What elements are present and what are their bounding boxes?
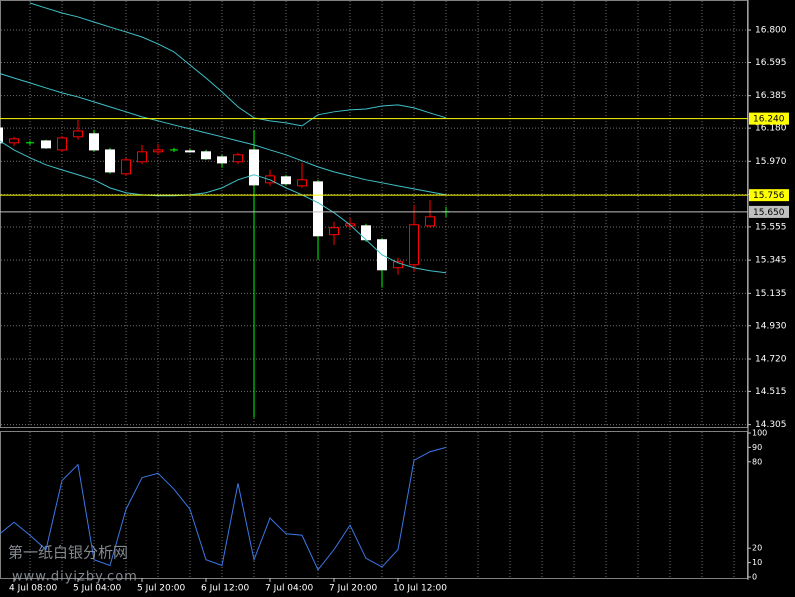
candle-body — [0, 127, 3, 144]
x-tick-label: 10 Jul 12:00 — [393, 584, 447, 594]
y-tick-label: 14.305 — [755, 420, 787, 430]
y-tick-label: 10 — [752, 558, 762, 567]
candle-body — [313, 181, 323, 237]
x-tick-label: 4 Jul 08:00 — [9, 584, 58, 594]
y-tick-label: 16.180 — [755, 124, 787, 134]
y-tick-label: 14.930 — [755, 321, 787, 331]
candle-body — [425, 216, 435, 227]
price-label: 15.650 — [753, 208, 785, 218]
x-tick-label: 5 Jul 04:00 — [73, 584, 122, 594]
candle-body — [73, 130, 83, 138]
y-tick-label: 16.800 — [755, 26, 787, 36]
candle-body — [9, 138, 19, 144]
y-tick-label: 20 — [752, 544, 762, 553]
x-tick-label: 7 Jul 20:00 — [329, 584, 378, 594]
candle-body — [89, 133, 99, 151]
watermark-url: www.diyizby.com — [12, 570, 138, 585]
candle-body — [281, 176, 291, 185]
candle-body — [329, 227, 339, 236]
y-tick-label: 15.555 — [755, 222, 787, 232]
y-tick-label: 14.515 — [755, 387, 787, 397]
y-tick-label: 15.970 — [755, 157, 787, 167]
price-label-box — [749, 189, 789, 202]
main-panel — [0, 0, 748, 428]
y-tick-label: 16.595 — [755, 58, 787, 68]
y-tick-label: 16.385 — [755, 91, 787, 101]
candle-body — [137, 151, 147, 163]
candle-body — [361, 225, 371, 241]
y-tick-label: 0 — [752, 573, 757, 582]
band-line — [0, 140, 447, 274]
candle-body — [233, 154, 243, 163]
candle-body — [249, 149, 259, 186]
price-label-box — [749, 205, 789, 218]
candle-body — [105, 149, 115, 173]
watermark-title: 第一纸白银分析网 — [8, 544, 128, 562]
x-tick-label: 6 Jul 12:00 — [201, 584, 250, 594]
y-tick-label: 15.135 — [755, 289, 787, 299]
band-line — [0, 73, 447, 196]
price-label: 16.240 — [753, 115, 785, 125]
y-tick-label: 100 — [752, 429, 767, 438]
x-tick-label: 7 Jul 04:00 — [265, 584, 314, 594]
y-tick-label: 15.345 — [755, 256, 787, 266]
candle-body — [217, 156, 227, 164]
candle-body — [185, 150, 195, 153]
price-label: 15.756 — [753, 191, 785, 201]
candle-body — [409, 224, 419, 266]
x-tick-label: 5 Jul 20:00 — [137, 584, 186, 594]
price-label-box — [749, 112, 789, 125]
candle-body — [121, 159, 131, 175]
band-line — [29, 2, 447, 127]
oscillator-line — [0, 446, 447, 571]
y-tick-label: 90 — [752, 443, 762, 452]
candle-body — [297, 179, 307, 187]
y-tick-label: 80 — [752, 457, 762, 466]
y-tick-label: 14.720 — [755, 354, 787, 364]
candle-body — [201, 151, 211, 160]
candle-body — [41, 140, 51, 149]
candle-body — [57, 137, 67, 151]
candle-body — [153, 149, 163, 153]
